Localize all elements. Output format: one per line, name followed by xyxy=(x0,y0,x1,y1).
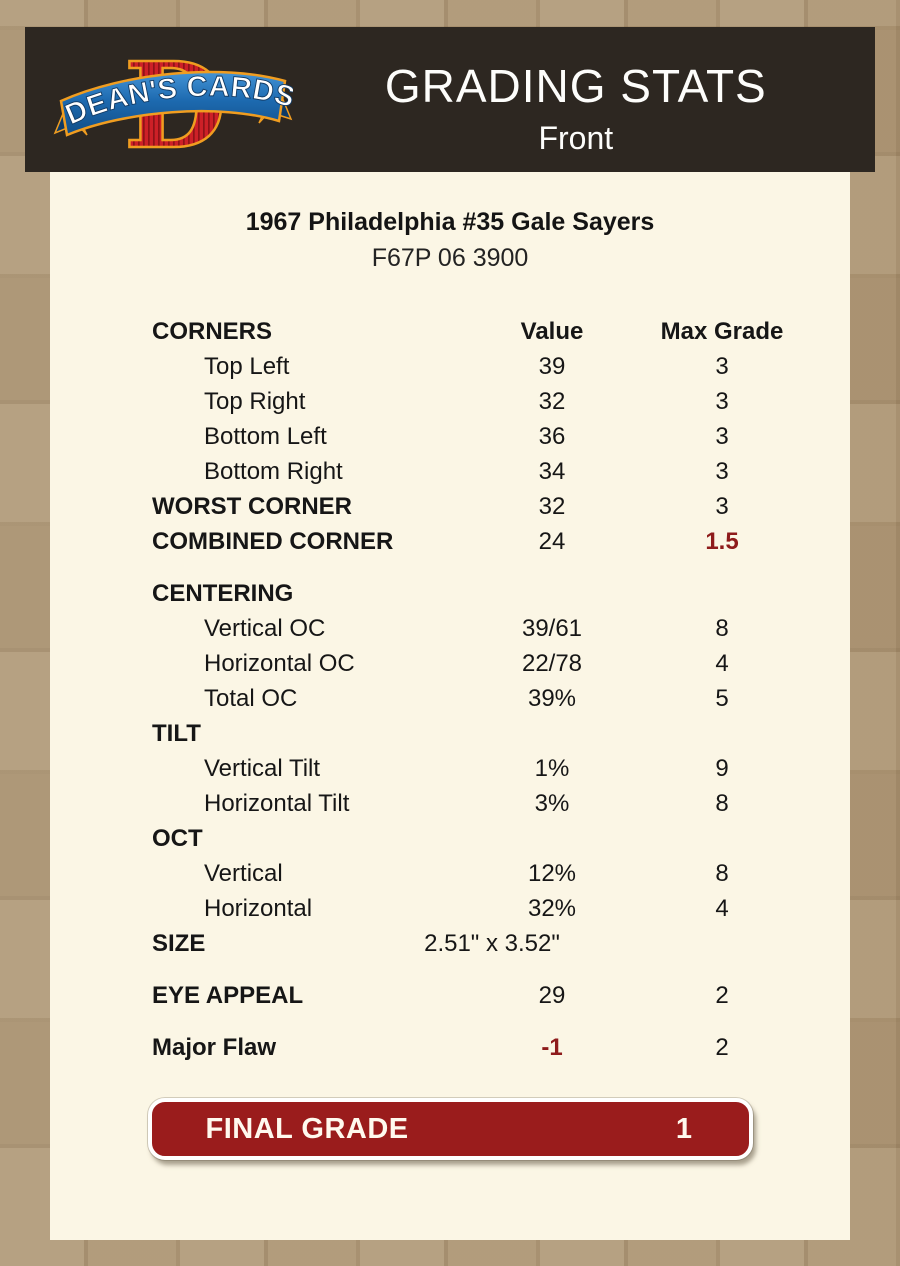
page-title: GRADING STATS xyxy=(384,60,767,112)
row-max-grade: 8 xyxy=(715,614,729,642)
row-max-grade: Max Grade xyxy=(660,317,784,345)
row-max-grade: 8 xyxy=(715,789,729,817)
table-row: Total OC 39% 5 xyxy=(152,681,792,716)
row-label: Bottom Right xyxy=(204,457,343,485)
row-max-grade: 3 xyxy=(715,352,729,380)
row-label: TILT xyxy=(152,719,201,747)
row-value: 39 xyxy=(538,352,566,380)
row-value: 39% xyxy=(527,684,577,712)
table-row: OCT xyxy=(152,821,792,856)
table-row: COMBINED CORNER 24 1.5 xyxy=(152,524,792,559)
row-value: 32% xyxy=(527,894,577,922)
final-grade-label: FINAL GRADE xyxy=(205,1112,409,1145)
table-row: Horizontal Tilt 3% 8 xyxy=(152,786,792,821)
table-row: Horizontal 32% 4 xyxy=(152,891,792,926)
row-max-grade: 2 xyxy=(715,1033,729,1061)
row-label: Vertical xyxy=(204,859,283,887)
row-value: 22/78 xyxy=(521,649,583,677)
row-value: -1 xyxy=(541,1033,563,1061)
row-label: Vertical OC xyxy=(204,614,326,642)
table-row: Bottom Left 36 3 xyxy=(152,419,792,454)
table-row: Vertical OC 39/61 8 xyxy=(152,611,792,646)
header-text-block: GRADING STATS Front xyxy=(296,27,856,159)
row-label: Top Left xyxy=(204,352,290,380)
row-max-grade: 4 xyxy=(715,894,729,922)
row-label: Horizontal OC xyxy=(204,649,355,677)
row-value: 29 xyxy=(538,981,566,1009)
grading-report-card: 1967 Philadelphia #35 Gale Sayers F67P 0… xyxy=(50,172,850,1240)
table-row: TILT xyxy=(152,716,792,751)
row-label: Horizontal Tilt xyxy=(204,789,350,817)
row-value: 39/61 xyxy=(521,614,583,642)
row-label: CORNERS xyxy=(152,317,273,345)
row-max-grade: 3 xyxy=(715,387,729,415)
row-value: 12% xyxy=(527,859,577,887)
row-max-grade: 3 xyxy=(715,492,729,520)
row-label: Total OC xyxy=(204,684,298,712)
row-value: 1% xyxy=(534,754,570,782)
row-value: Value xyxy=(520,317,584,345)
deans-cards-logo-graphic: D DEAN'S CARDS xyxy=(53,35,298,176)
row-label: Top Right xyxy=(204,387,306,415)
grading-stats-table: CORNERS Value Max Grade Top Left 39 3 To… xyxy=(152,314,792,1065)
row-max-grade: 1.5 xyxy=(705,527,739,555)
logo-ribbon xyxy=(59,70,287,137)
table-row: Top Right 32 3 xyxy=(152,384,792,419)
row-label: EYE APPEAL xyxy=(152,981,304,1009)
row-max-grade: 3 xyxy=(715,457,729,485)
row-label: Bottom Left xyxy=(204,422,327,450)
table-row: Major Flaw -1 2 xyxy=(152,1030,792,1065)
row-max-grade: 5 xyxy=(715,684,729,712)
row-label: CENTERING xyxy=(152,579,294,607)
row-label: WORST CORNER xyxy=(152,492,352,520)
table-row: Bottom Right 34 3 xyxy=(152,454,792,489)
row-value: 34 xyxy=(538,457,566,485)
table-row: CENTERING xyxy=(152,576,792,611)
table-row: Horizontal OC 22/78 4 xyxy=(152,646,792,681)
table-row: Top Left 39 3 xyxy=(152,349,792,384)
final-grade-button[interactable]: FINAL GRADE 1 xyxy=(147,1098,753,1160)
row-value: 24 xyxy=(538,527,566,555)
row-max-grade: 4 xyxy=(715,649,729,677)
table-row: EYE APPEAL 29 2 xyxy=(152,978,792,1013)
row-label: Major Flaw xyxy=(152,1033,277,1061)
row-value: 36 xyxy=(538,422,566,450)
row-value: 32 xyxy=(538,387,566,415)
table-row: WORST CORNER 32 3 xyxy=(152,489,792,524)
row-label: COMBINED CORNER xyxy=(152,527,394,555)
card-serial-number: F67P 06 3900 xyxy=(371,244,529,272)
card-title: 1967 Philadelphia #35 Gale Sayers xyxy=(245,208,655,236)
page-subtitle: Front xyxy=(538,120,614,156)
table-row: SIZE 2.51" x 3.52" xyxy=(152,926,792,961)
header-banner: D DEAN'S CARDS GRADING STATS Front xyxy=(25,27,875,176)
row-max-grade: 3 xyxy=(715,422,729,450)
table-row: CORNERS Value Max Grade xyxy=(152,314,792,349)
row-value: 3% xyxy=(534,789,570,817)
row-label: Horizontal xyxy=(204,894,313,922)
row-value: 32 xyxy=(538,492,566,520)
table-row: Vertical 12% 8 xyxy=(152,856,792,891)
row-value: 2.51" x 3.52" xyxy=(424,929,560,957)
deans-cards-logo: D DEAN'S CARDS xyxy=(53,35,298,176)
row-max-grade: 2 xyxy=(715,981,729,1009)
table-row: Vertical Tilt 1% 9 xyxy=(152,751,792,786)
final-grade-value: 1 xyxy=(675,1112,693,1145)
row-label: OCT xyxy=(152,824,203,852)
row-max-grade: 9 xyxy=(715,754,729,782)
row-label: SIZE xyxy=(152,929,206,957)
row-label: Vertical Tilt xyxy=(204,754,321,782)
row-max-grade: 8 xyxy=(715,859,729,887)
